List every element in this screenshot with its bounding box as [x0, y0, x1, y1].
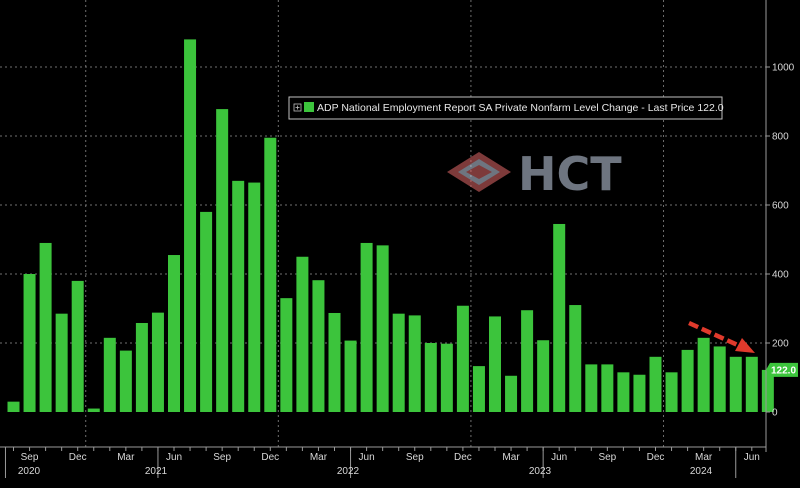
bar	[440, 343, 453, 412]
x-axis-month-labels: Sep Dec Mar Jun Sep Dec Mar Jun Sep Dec Mar Jun Sep D…	[21, 452, 760, 463]
x-tick-label: Dec	[69, 452, 87, 463]
x-tick-label: Mar	[695, 452, 713, 463]
x-axis-year-labels: 2020 2021 2022 2023 2024	[4, 447, 737, 478]
bar	[745, 356, 758, 412]
legend-toggle-icon[interactable]	[293, 103, 302, 112]
bar	[489, 316, 501, 412]
x-tick-label: Mar	[117, 452, 135, 463]
bar	[392, 313, 405, 412]
bar	[585, 364, 598, 412]
bar	[328, 312, 341, 412]
bar	[200, 211, 213, 412]
bar	[633, 374, 646, 412]
bar	[264, 137, 277, 412]
bar	[713, 346, 726, 412]
bar	[617, 372, 630, 412]
bar	[569, 305, 582, 412]
bar	[505, 375, 518, 412]
last-value-tag: 122.0	[766, 362, 798, 377]
x-tick-label: Mar	[502, 452, 520, 463]
bar	[87, 408, 100, 412]
bar	[681, 349, 694, 412]
arrow-head	[735, 338, 755, 353]
bar	[697, 337, 710, 412]
x-year-label: 2023	[529, 466, 552, 477]
y-tick-label: 800	[772, 132, 789, 143]
x-tick-label: Dec	[454, 452, 472, 463]
bar	[344, 340, 357, 412]
last-value-label: 122.0	[771, 365, 796, 376]
bar	[151, 312, 164, 412]
x-tick-label: Dec	[261, 452, 279, 463]
x-tick-label: Sep	[213, 452, 231, 463]
x-tick-label: Jun	[359, 452, 375, 463]
watermark-text: HCT	[518, 147, 622, 201]
bar	[280, 298, 293, 412]
bar	[7, 401, 20, 412]
legend-swatch	[304, 102, 314, 112]
legend-box	[288, 96, 723, 120]
x-tick-label: Sep	[598, 452, 616, 463]
y-axis-ticks: 0 200 400 600 800 1000	[766, 63, 795, 419]
bar	[296, 256, 309, 412]
bar	[71, 280, 84, 412]
bar	[456, 305, 469, 412]
legend: ADP National Employment Report SA Privat…	[288, 96, 724, 120]
x-year-label: 2022	[337, 466, 360, 477]
bar	[135, 322, 148, 412]
bar	[424, 343, 437, 412]
x-tick-label: Dec	[647, 452, 665, 463]
bar	[761, 369, 774, 412]
bar	[472, 366, 485, 412]
bar	[649, 356, 662, 412]
bar	[521, 310, 534, 412]
x-year-label: 2020	[18, 466, 41, 477]
hct-diamond-logo	[447, 152, 511, 192]
watermark: HCT	[447, 147, 622, 201]
x-tick-label: Jun	[551, 452, 567, 463]
bar	[248, 182, 261, 412]
x-tick-label: Sep	[21, 452, 39, 463]
y-tick-label: 400	[772, 270, 789, 281]
bar	[312, 280, 325, 412]
bar	[601, 364, 614, 412]
x-tick-label: Jun	[166, 452, 182, 463]
y-tick-label: 0	[772, 408, 778, 419]
y-tick-label: 1000	[772, 63, 795, 74]
bar	[665, 372, 678, 412]
x-tick-label: Jun	[744, 452, 760, 463]
bar	[376, 245, 389, 412]
bar	[119, 350, 132, 412]
arrow-shaft	[688, 320, 743, 350]
x-axis-ticks	[13, 447, 753, 451]
bar	[168, 255, 180, 412]
legend-text: ADP National Employment Report SA Privat…	[317, 102, 724, 114]
bar	[103, 337, 116, 412]
x-year-label: 2021	[145, 466, 168, 477]
bar	[232, 180, 245, 412]
bar	[408, 315, 421, 412]
bar	[55, 313, 68, 412]
y-tick-label: 600	[772, 201, 789, 212]
bar	[184, 39, 197, 413]
last-value-tag-shape	[766, 362, 798, 377]
bar	[216, 109, 229, 412]
bar	[39, 242, 52, 412]
bar	[360, 242, 373, 412]
x-tick-label: Mar	[310, 452, 328, 463]
bar	[537, 340, 550, 412]
bar	[729, 356, 742, 412]
y-tick-label: 200	[772, 339, 789, 350]
bar	[23, 274, 36, 412]
x-year-label: 2024	[690, 466, 713, 477]
downward-trend-arrow	[688, 320, 755, 353]
bars	[7, 39, 774, 413]
x-tick-label: Sep	[406, 452, 424, 463]
bar	[553, 223, 566, 412]
